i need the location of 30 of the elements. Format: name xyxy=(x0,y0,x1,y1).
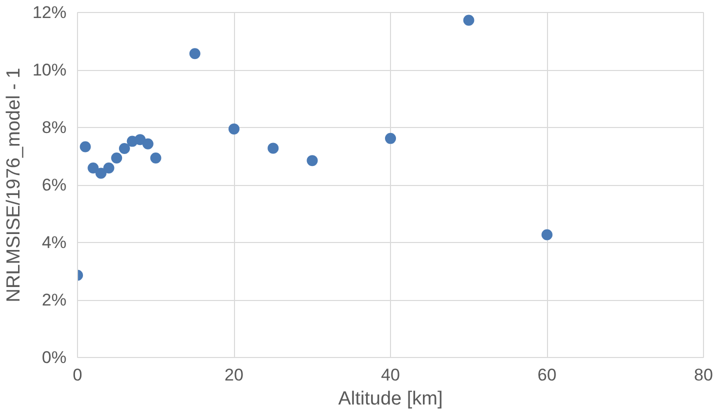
x-axis-title: Altitude [km] xyxy=(338,388,443,410)
x-tick-label: 80 xyxy=(694,366,713,384)
point xyxy=(306,155,318,166)
x-tick-label: 60 xyxy=(538,366,556,384)
point xyxy=(103,162,114,174)
y-tick-label: 2% xyxy=(42,290,67,310)
point xyxy=(150,152,162,164)
point xyxy=(111,152,122,164)
point xyxy=(142,138,154,150)
point xyxy=(542,229,552,240)
point xyxy=(268,142,279,154)
point xyxy=(385,132,396,144)
y-tick-label: 10% xyxy=(32,60,67,80)
y-tick-label: 4% xyxy=(42,233,67,252)
y-tick-label: 6% xyxy=(42,176,67,194)
y-axis-title: NRLMSISE/1976_model - 1 xyxy=(3,68,24,302)
point xyxy=(463,14,474,26)
y-tick-label: 8% xyxy=(42,118,67,137)
x-tick-label: 20 xyxy=(224,366,244,384)
y-tick-label: 0% xyxy=(42,348,67,367)
x-tick-label: 40 xyxy=(381,366,400,384)
point xyxy=(189,48,200,60)
y-tick-label: 12% xyxy=(32,3,67,22)
point xyxy=(95,168,106,179)
x-tick-label: 0 xyxy=(72,366,82,384)
point xyxy=(118,142,130,154)
point xyxy=(134,134,146,146)
point xyxy=(228,123,240,134)
point xyxy=(80,141,91,152)
point xyxy=(88,162,99,174)
